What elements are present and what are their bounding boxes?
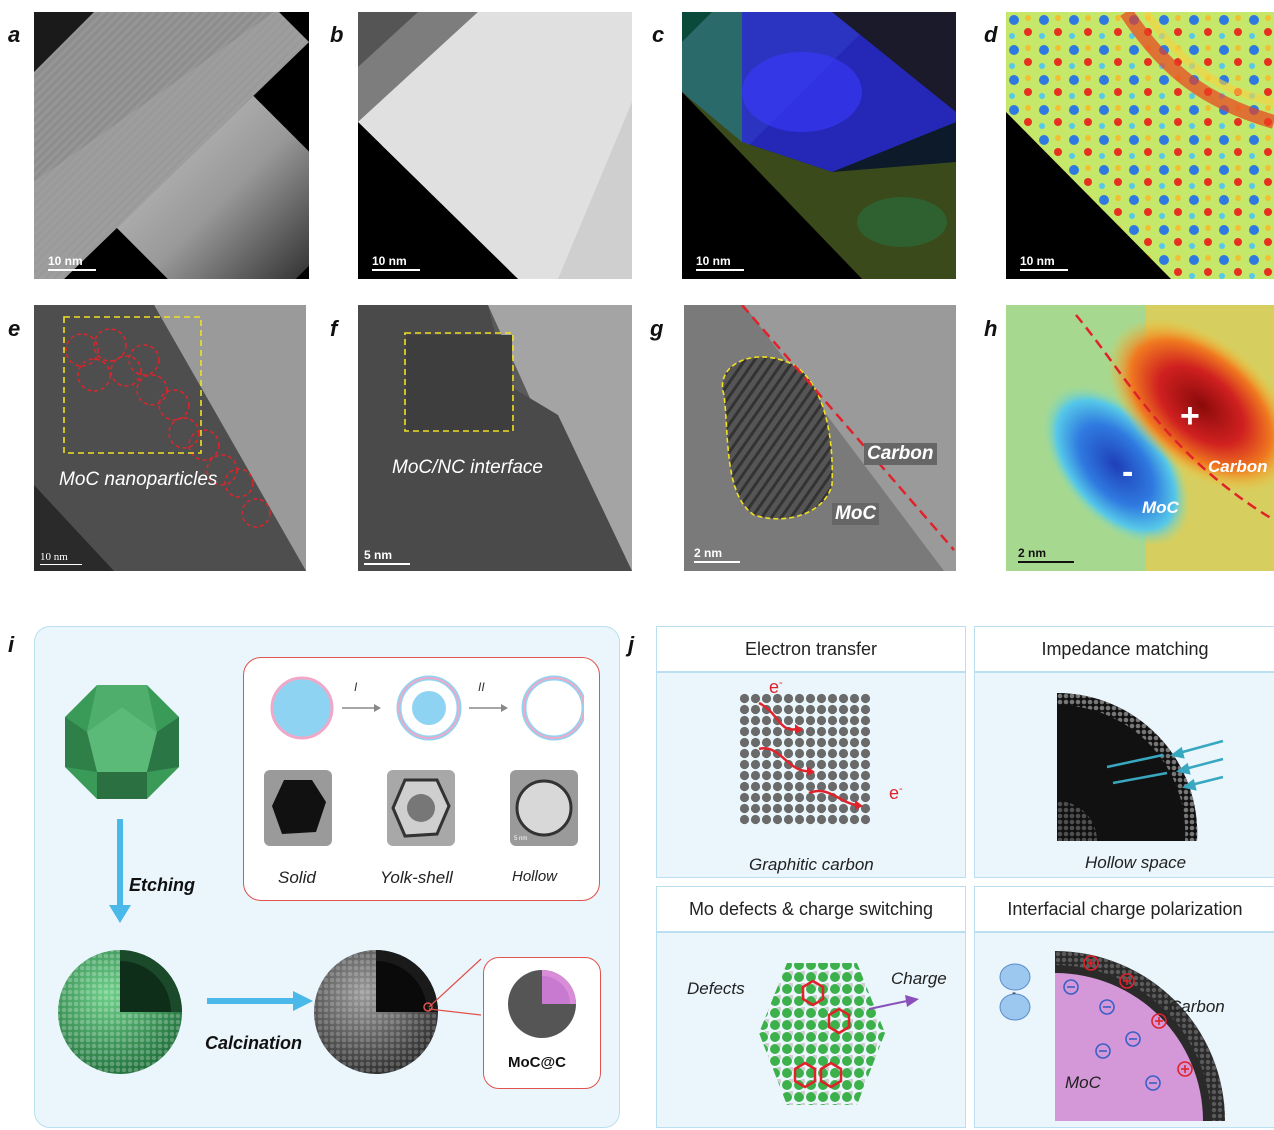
hollow-tem-scale: 5 nm: [514, 836, 528, 842]
scale-bar-b: 10 nm: [372, 254, 420, 271]
charge-density-map: [1006, 12, 1274, 279]
step-i-label: I: [354, 680, 358, 694]
charge-arrow-icon: [869, 995, 919, 1010]
charge-label: Charge: [891, 969, 947, 988]
panel-label-b: b: [330, 22, 344, 47]
interfacial-polarization-panel: - Carbon MoC: [974, 932, 1274, 1128]
mo-defects-panel: Defects Charge: [656, 932, 966, 1128]
minus-sign: -: [1122, 453, 1134, 491]
hollow-tem-thumbnail: [510, 770, 578, 846]
scale-bar-h: 2 nm: [1018, 546, 1074, 563]
moc-nc-interface-label: MoC/NC interface: [392, 457, 543, 478]
moc-nanoparticles-label: MoC nanoparticles: [59, 469, 218, 490]
scale-bar-g: 2 nm: [694, 546, 740, 563]
scale-bar-f: 5 nm: [364, 548, 410, 565]
stem-bf-image: [358, 12, 632, 279]
panel-label-d: d: [984, 22, 998, 47]
stem-haadf-image: [34, 12, 309, 279]
carbon-label-g: Carbon: [864, 443, 937, 465]
scale-bar-e: 10 nm: [40, 551, 82, 565]
tem-nanoparticles-image: [34, 305, 306, 571]
moc-c-label: MoC@C: [508, 1054, 566, 1071]
calcination-label: Calcination: [205, 1033, 303, 1053]
moc-label-j: MoC: [1065, 1073, 1101, 1092]
gray-hollow-sphere-icon: [314, 950, 438, 1074]
panel-d-charge-map: 10 nm: [1006, 12, 1274, 279]
carbon-label-h: Carbon: [1208, 457, 1268, 476]
panel-label-h: h: [984, 316, 998, 341]
hollow-shell-section: [1057, 693, 1224, 841]
zoom-connector-lines: [428, 958, 482, 1016]
interfacial-polarization-title: Interfacial charge polarization: [974, 886, 1274, 932]
hrtem-lattice-image: [684, 305, 956, 571]
colored-strain-map: [682, 12, 956, 279]
zif-polyhedron-icon: [65, 685, 179, 799]
panel-label-a: a: [8, 22, 21, 47]
panel-label-e: e: [8, 316, 21, 341]
green-hollow-sphere-icon: [58, 950, 182, 1074]
dipole-icon: [999, 963, 1031, 1021]
hollow-space-caption: Hollow space: [1085, 853, 1187, 872]
hollow-label: Hollow: [512, 868, 558, 885]
carbon-label-j: Carbon: [1169, 997, 1225, 1016]
scale-bar-d: 10 nm: [1020, 254, 1068, 271]
graphitic-carbon-caption: Graphitic carbon: [749, 855, 874, 874]
panel-b-stem-image: 10 nm: [358, 12, 632, 279]
panel-label-c: c: [652, 22, 665, 47]
electron-label-1: e-: [769, 677, 783, 697]
moc-label-h: MoC: [1142, 498, 1179, 517]
moc-atomic-lattice: [759, 963, 885, 1105]
dipole-minus-sign: -: [1012, 985, 1016, 999]
yolk-shell-tem-thumbnail: [387, 770, 455, 846]
etching-arrow-icon: [109, 819, 131, 923]
moc-label-g: MoC: [832, 503, 880, 525]
scale-bar-a: 10 nm: [48, 254, 96, 271]
panel-label-j: j: [628, 632, 635, 657]
morphology-evolution-box: I II 5 nm Solid Yolk-shell Hollow: [243, 657, 600, 901]
panel-label-f: f: [330, 316, 338, 341]
panel-f-tem-image: MoC/NC interface 5 nm: [358, 305, 632, 571]
impedance-matching-title: Impedance matching: [974, 626, 1274, 672]
calcination-arrow-icon: [207, 991, 313, 1011]
panel-a-stem-image: 10 nm: [34, 12, 309, 279]
panel-h-potential-map: + - Carbon MoC 2 nm: [1006, 305, 1274, 571]
interface-polarization-diagram: [999, 951, 1225, 1121]
electrostatic-potential-map: [1006, 305, 1274, 571]
panel-c-strain-map: 10 nm: [682, 12, 956, 279]
solid-label: Solid: [278, 868, 316, 887]
electron-transfer-panel: e- e- Graphitic carbon: [656, 672, 966, 878]
defects-label: Defects: [687, 979, 745, 998]
moc-core-shell-icon: [508, 970, 576, 1038]
solid-tem-thumbnail: [264, 770, 332, 846]
mo-defects-title: Mo defects & charge switching: [656, 886, 966, 932]
evolution-circles: [270, 675, 584, 741]
panel-i-synthesis-schematic: Etching I II 5 nm Solid: [34, 626, 620, 1128]
etching-label: Etching: [129, 875, 195, 895]
impedance-matching-panel: Hollow space: [974, 672, 1274, 878]
panel-label-i: i: [8, 632, 15, 657]
electron-transfer-title: Electron transfer: [656, 626, 966, 672]
scale-bar-c: 10 nm: [696, 254, 744, 271]
plus-sign: +: [1180, 397, 1200, 435]
panel-g-hrtem-image: Carbon MoC 2 nm: [684, 305, 956, 571]
graphitic-carbon-lattice: [739, 693, 871, 825]
electron-label-2: e-: [889, 783, 903, 803]
panel-label-g: g: [650, 316, 664, 341]
moc-c-inset-box: MoC@C: [483, 957, 601, 1089]
step-ii-label: II: [478, 680, 485, 694]
tem-interface-image: [358, 305, 632, 571]
yolk-shell-label: Yolk-shell: [380, 868, 453, 887]
panel-e-tem-image: MoC nanoparticles 10 nm: [34, 305, 306, 571]
